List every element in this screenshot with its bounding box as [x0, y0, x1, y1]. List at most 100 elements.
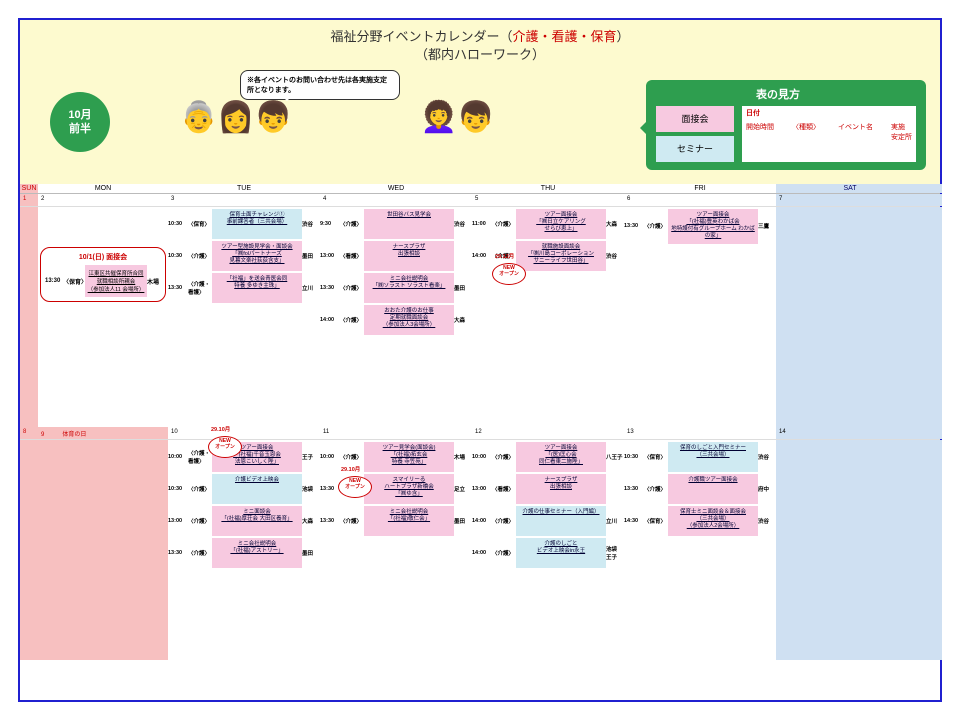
event-link[interactable]: ミニ会社説明会 「(社福)敬仁会」 — [364, 506, 454, 536]
event-location: 立川 — [606, 506, 624, 536]
event-time: 13:00 — [472, 474, 492, 504]
event-link[interactable]: スマイリーる ハートプラザ新橋会 「㈱ゆ含」 — [364, 474, 454, 504]
bubble-title: 10/1(日) 面接会 — [45, 252, 161, 262]
event-location: 王子 — [302, 442, 320, 472]
event-category: 〈介護・看護〉 — [188, 273, 212, 303]
event-category: 〈介護〉 — [188, 538, 212, 568]
period-badge: 10月 前半 — [50, 92, 110, 152]
nursery-illustration: 👩‍🦱👦 — [420, 100, 495, 135]
event-link[interactable]: ツアー見学会(面談会) 「(社福)拓玄会 特養 寺笠苑」 — [364, 442, 454, 472]
event-location: 大森 — [454, 305, 472, 335]
event-location: 渋谷 — [606, 241, 624, 271]
title-red: 介護・看護・保育 — [512, 29, 616, 44]
week1-body: 10/1(日) 面接会 13:30 〈保育〉 江東区共催保育所合同就職相談所親会… — [20, 207, 940, 427]
page-title: 福祉分野イベントカレンダー（介護・看護・保育） — [20, 26, 940, 45]
event-link[interactable]: 世田谷バス見学会 — [364, 209, 454, 239]
event-category: 〈看護〉 — [492, 474, 516, 504]
w2-fri-col: 10:30〈保育〉保育のしごと入門セミナー （三共会場）渋谷13:30〈介護〉介… — [624, 440, 776, 660]
event-link[interactable]: ミニ面談会 「(社福)厚荘会 大田区養育」 — [212, 506, 302, 536]
event-slot: 11:00〈介護〉ツアー面接会 「㈱日立ケアリング せらび恵上」大森 — [472, 209, 624, 239]
event-time: 13:30 — [320, 474, 340, 504]
event-link[interactable]: 介護の仕事セミナー（入門編） — [516, 506, 606, 536]
w2-fri-date: 13 — [624, 427, 776, 439]
hdr-fri: FRI — [624, 184, 776, 193]
bubble-event[interactable]: 江東区共催保育所合同就職相談所親会 （参加法人11 会場所） — [85, 265, 147, 297]
event-time: 10:30 — [168, 474, 188, 504]
event-time: 11:00 — [472, 209, 492, 239]
event-location: 渋谷 — [758, 506, 776, 536]
legend-date: 日付 — [742, 106, 916, 120]
new-open-badge: 29.10月NEW オープン — [338, 476, 372, 498]
event-link[interactable]: ナースプラザ 出張相談 — [516, 474, 606, 504]
event-link[interactable]: 介護職ツアー面接会 — [668, 474, 758, 504]
w1-tue-col: 10:30〈保育〉保育士面チャレンジ① 事前課答者（三共会場）渋谷10:30〈介… — [168, 207, 320, 427]
event-location: 池袋 — [302, 474, 320, 504]
event-slot: 13:30〈介護〉ミニ会社説明会 「(社福)アストリー」墨田 — [168, 538, 320, 568]
event-link[interactable]: 保育のしごと入門セミナー （三共会場） — [668, 442, 758, 472]
event-location: 墨田 — [302, 241, 320, 271]
event-slot: 13:30〈介護〉ミニ会社説明会 「(社福)敬仁会」墨田 — [320, 506, 472, 536]
w1-tue-date: 3 — [168, 194, 320, 206]
event-link[interactable]: おおた介護のお仕事 定期就職面談会 （参加法人3会場所） — [364, 305, 454, 335]
title-suffix: ） — [617, 29, 630, 44]
event-time: 10:00 — [168, 442, 188, 472]
hdr-sat: SAT — [776, 184, 924, 193]
event-link[interactable]: 介護ビデオ上映会 — [212, 474, 302, 504]
w2-sat-date: 14 — [776, 427, 924, 439]
event-link[interactable]: 保育士面チャレンジ① 事前課答者（三共会場） — [212, 209, 302, 239]
calendar-frame: 福祉分野イベントカレンダー（介護・看護・保育） （都内ハローワーク） 10月 前… — [18, 18, 942, 702]
event-slot: 13:30〈介護〉ミニ会社説明会 「㈱ソラスト ソラスト看楽」墨田 — [320, 273, 472, 303]
event-category: 〈介護〉 — [188, 506, 212, 536]
event-link[interactable]: 介護のしごと ビデオ上映会in永王 — [516, 538, 606, 568]
w1-fri-date: 6 — [624, 194, 776, 206]
event-category: 〈保育〉 — [188, 209, 212, 239]
week1-dates: 1 2 3 4 5 6 7 — [20, 194, 940, 207]
new-open-badge: 29.12月NEW オープン — [492, 263, 526, 285]
event-link[interactable]: ツアー面接会 「(社福)豊英わかば会 地特護付有グループホーム わかばの家」 — [668, 209, 758, 244]
event-category: 〈介護〉 — [340, 506, 364, 536]
event-category: 〈介護〉 — [188, 241, 212, 271]
w1-blank — [924, 194, 942, 206]
event-time: 10:00 — [472, 442, 492, 472]
w2-blank — [924, 427, 942, 439]
event-slot: 14:00〈介護〉介護のしごと ビデオ上映会in永王池袋 王子 — [472, 538, 624, 568]
weekday-header: SUN MON TUE WED THU FRI SAT — [20, 184, 940, 194]
event-slot: 10:30〈介護〉介護ビデオ上映会池袋 — [168, 474, 320, 504]
event-location: 八王子 — [606, 442, 624, 472]
event-location: 渋谷 — [758, 442, 776, 472]
legend-panel: 表の見方 面接会 セミナー 日付 開始時間 〈種類〉 イベント名 実施 安定所 — [646, 80, 926, 170]
week2-dates: 8 9 体育の日 10 11 12 13 14 — [20, 427, 940, 440]
legend-type: 〈種類〉 — [792, 122, 820, 142]
event-link[interactable]: ナースプラザ 出張相談 — [364, 241, 454, 271]
legend-place: 実施 安定所 — [891, 122, 912, 142]
w1-thu-date: 5 — [472, 194, 624, 206]
event-category: 〈介護〉 — [644, 474, 668, 504]
event-link[interactable]: 保育士ミニ面談会＆面接会 （三共会場） （参加法人2会場所） — [668, 506, 758, 536]
event-location: 立川 — [302, 273, 320, 303]
hdr-wed: WED — [320, 184, 472, 193]
event-category: 〈保育〉 — [644, 506, 668, 536]
event-category: 〈介護〉 — [188, 474, 212, 504]
event-link[interactable]: ツアー面接会 「(医)匡心会 同仁看東二施陛」 — [516, 442, 606, 472]
event-link[interactable]: 就職施設面談会 「㈱川島コーポレーション サニーライフ世田谷」 — [516, 241, 606, 271]
event-slot: 14:00〈介護〉介護の仕事セミナー（入門編）立川 — [472, 506, 624, 536]
event-link[interactable]: ミニ会社説明会 「(社福)アストリー」 — [212, 538, 302, 568]
event-link[interactable]: ツアー面接会 「㈱日立ケアリング せらび恵上」 — [516, 209, 606, 239]
event-category: 〈介護〉 — [492, 209, 516, 239]
w2-blank-col — [924, 440, 942, 660]
event-link[interactable]: ミニ会社説明会 「㈱ソラスト ソラスト看楽」 — [364, 273, 454, 303]
w2-wed-date: 11 — [320, 427, 472, 439]
event-time: 13:00 — [168, 506, 188, 536]
w2-mon-date: 9 体育の日 — [38, 427, 168, 439]
w1-wed-date: 4 — [320, 194, 472, 206]
w1-sun-date: 1 — [20, 194, 38, 206]
event-time: 14:30 — [624, 506, 644, 536]
event-location: 三鷹 — [758, 209, 776, 244]
event-link[interactable]: 「社福」を送会青医会同 特養 多ゆき主珠」 — [212, 273, 302, 303]
event-link[interactable]: ツアー型施設見学会・面談会 「㈱folパートナーズ 見暮文楽社荻荻含支」 — [212, 241, 302, 271]
event-location: 池袋 王子 — [606, 538, 624, 568]
w1-blank-col — [924, 207, 942, 427]
w2-sun-col — [20, 440, 38, 660]
w1-sat-date: 7 — [776, 194, 924, 206]
event-slot: 10:30〈保育〉保育士面チャレンジ① 事前課答者（三共会場）渋谷 — [168, 209, 320, 239]
